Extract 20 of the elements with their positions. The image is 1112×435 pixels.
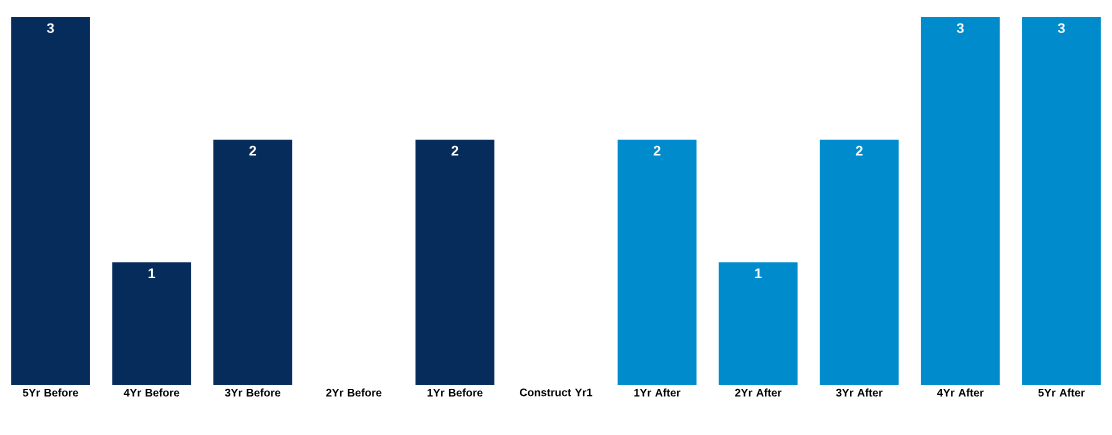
x-tick-label: 3Yr Before: [224, 388, 281, 397]
data-label: 3: [46, 23, 54, 34]
x-tick-label: 1Yr Before: [427, 388, 483, 397]
data-label: 2: [451, 145, 459, 156]
x-tick-label: 4Yr After: [937, 388, 984, 397]
data-label: 1: [755, 268, 762, 279]
x-tick-label: 2Yr Before: [326, 388, 382, 397]
x-tick-label: Construct Yr1: [519, 388, 593, 397]
x-tick-label: 5Yr After: [1038, 388, 1085, 397]
x-tick-label: 1Yr After: [634, 388, 681, 397]
data-label: 3: [956, 23, 964, 34]
data-label: 3: [1057, 23, 1065, 34]
data-label: 2: [855, 145, 863, 156]
data-label: 2: [653, 145, 661, 156]
data-label: 2: [249, 145, 257, 156]
data-label: 1: [148, 268, 156, 279]
x-tick-label: 5Yr Before: [22, 388, 79, 397]
x-tick-label: 2Yr After: [735, 388, 782, 397]
x-tick-label: 3Yr After: [836, 388, 883, 397]
x-tick-label: 4Yr Before: [123, 388, 180, 397]
